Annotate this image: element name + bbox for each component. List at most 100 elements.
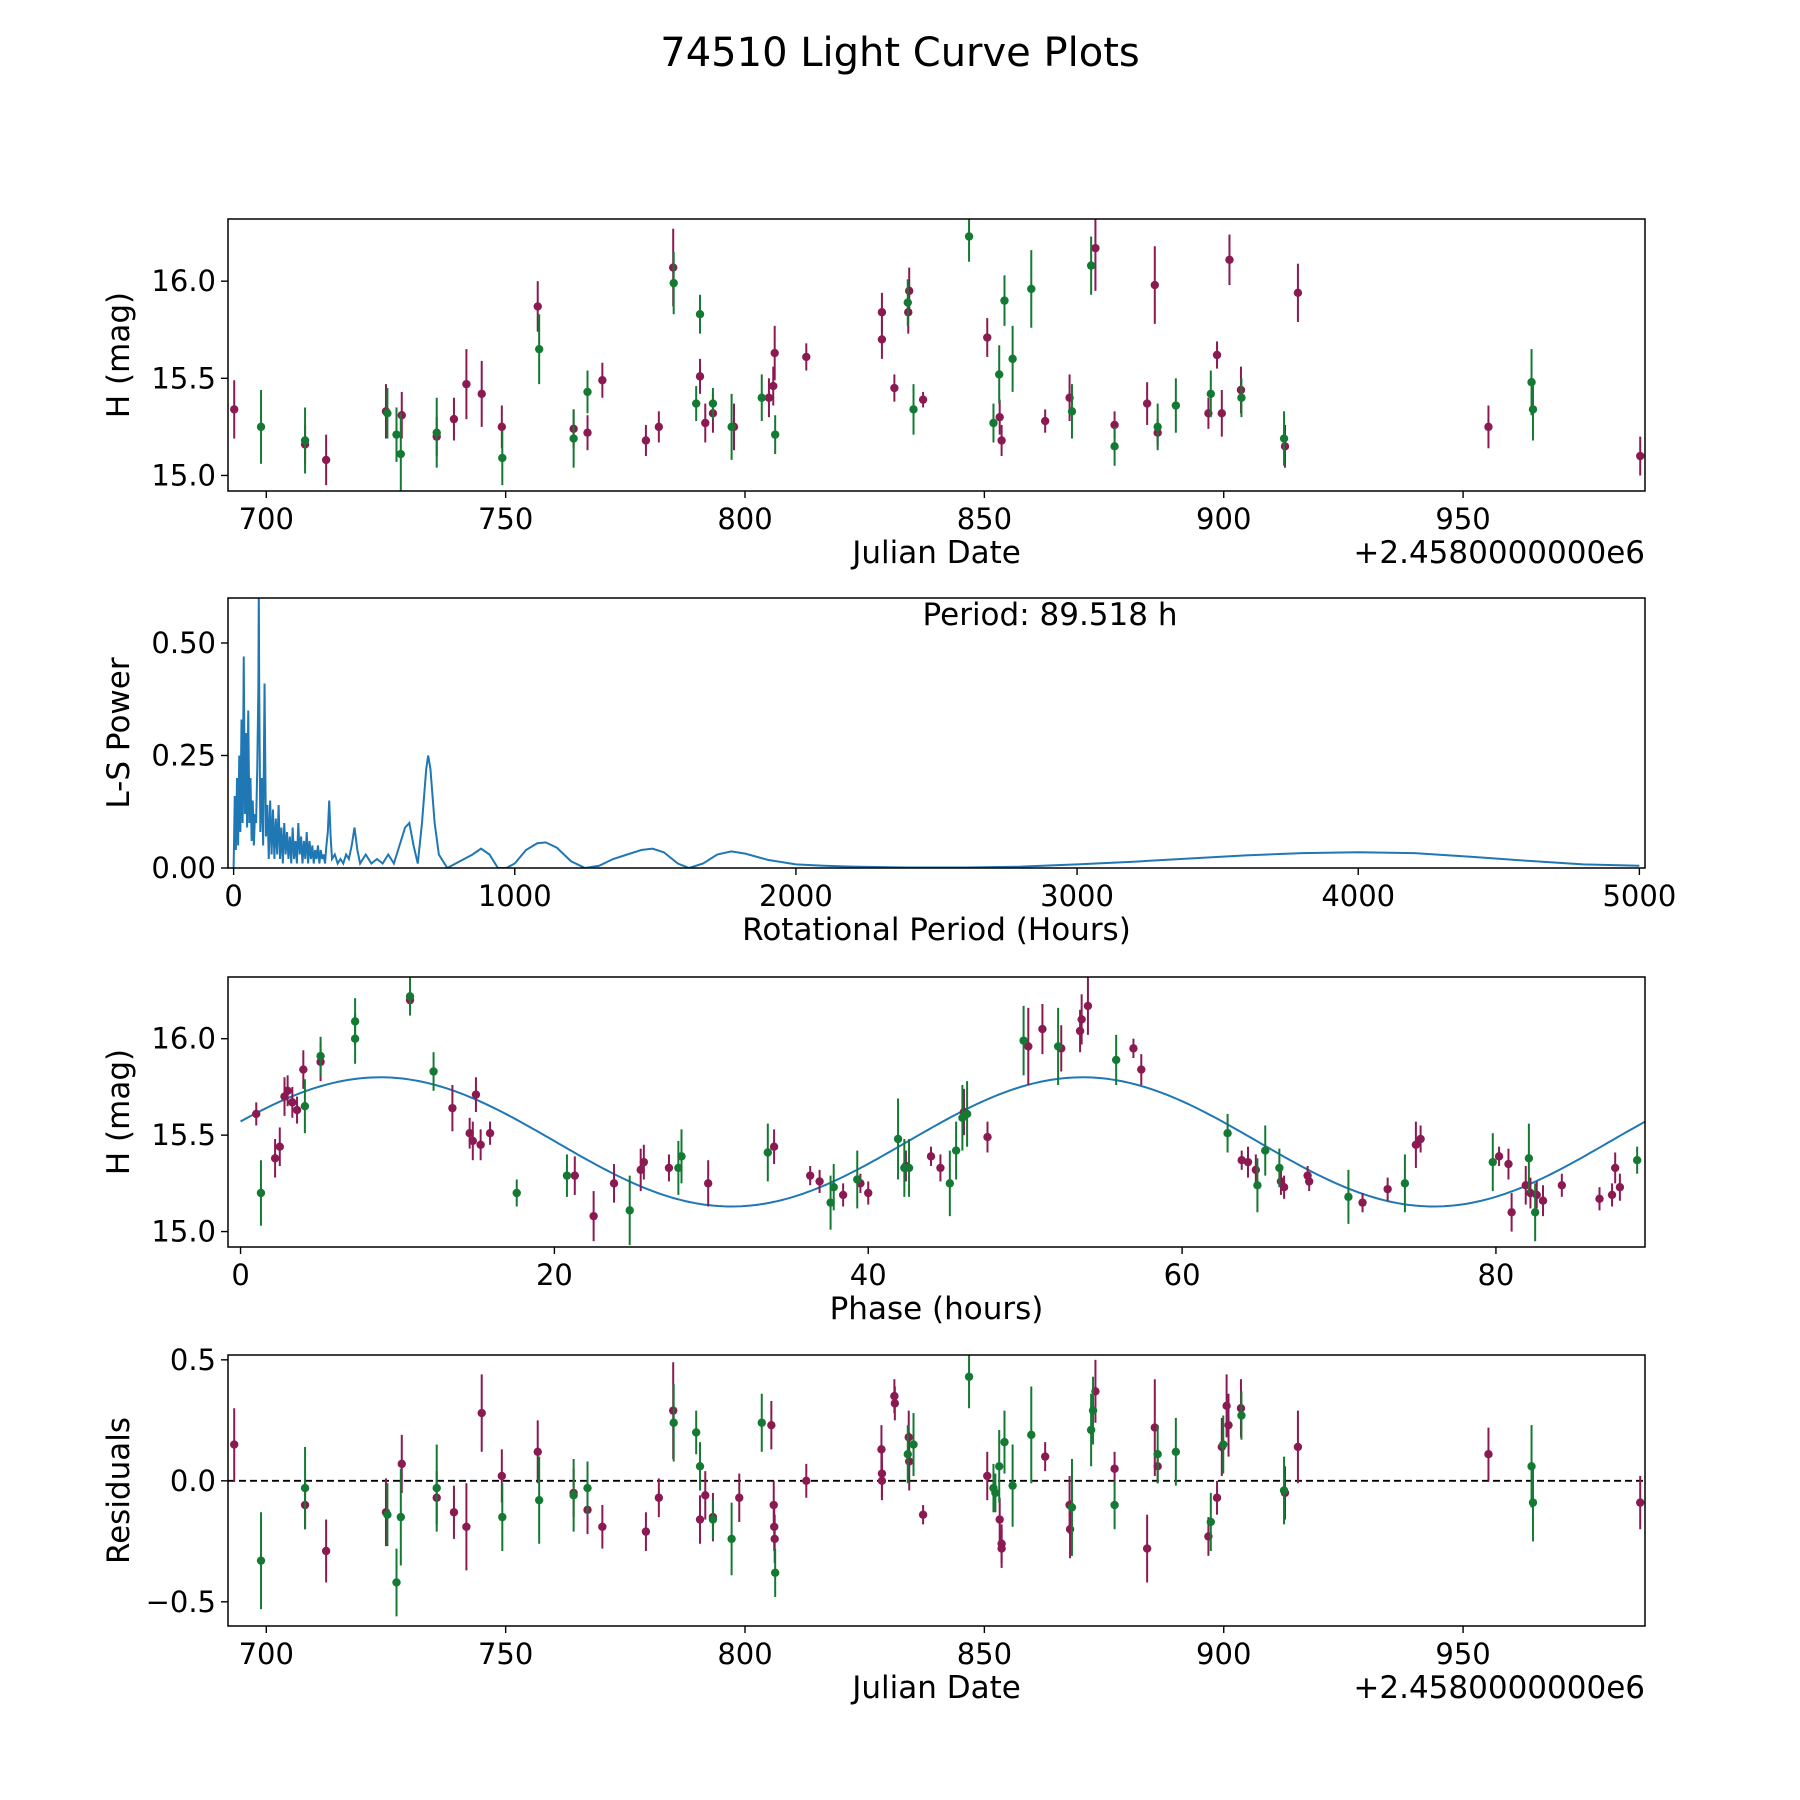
residuals-magenta-point (230, 1440, 239, 1449)
lightcurve-green-point (964, 232, 974, 241)
residuals-green-point (1088, 1406, 1098, 1415)
phased-axes-frame (227, 976, 1646, 1248)
periodogram-power-line (232, 598, 1640, 868)
residuals-green-point (909, 1440, 918, 1449)
residuals-green-point (1000, 1437, 1009, 1447)
lightcurve-green-point (534, 344, 544, 354)
phased-magenta-point (1303, 1171, 1312, 1180)
phased-magenta-point (448, 1103, 457, 1113)
residuals-magenta-point (321, 1546, 331, 1556)
phased-magenta-point (1038, 1024, 1047, 1034)
lightcurve-green-point (1067, 407, 1077, 416)
residuals-green-point (1153, 1450, 1162, 1459)
residuals-ytick-label: 0.0 (170, 1464, 216, 1498)
phased-green-point (763, 1148, 773, 1157)
lightcurve-magenta-point (877, 335, 887, 344)
residuals-green-point (1110, 1500, 1119, 1510)
phased-green-point (1524, 1154, 1534, 1163)
residuals-green-point (691, 1428, 701, 1437)
lightcurve-green-point (727, 422, 736, 432)
phased-xtick-label: 60 (1164, 1258, 1201, 1292)
residuals-green-point (695, 1462, 705, 1471)
phased-magenta-point (1595, 1194, 1604, 1203)
residuals-green-point (1086, 1425, 1096, 1435)
lightcurve-xtick-label: 950 (1435, 502, 1490, 536)
lightcurve-green-point (691, 399, 701, 408)
lightcurve-magenta-point (1225, 255, 1234, 264)
periodogram-xtick-label: 1000 (478, 879, 552, 913)
residuals-magenta-point (890, 1399, 900, 1408)
periodogram-xtick-label: 5000 (1602, 879, 1676, 913)
lightcurve-green-point (569, 434, 578, 443)
residuals-green-point (569, 1491, 578, 1500)
lightcurve-green-point (708, 399, 718, 408)
residuals-xtick-label: 900 (1196, 1637, 1251, 1671)
phased-xtick-label: 40 (850, 1258, 887, 1292)
lightcurve-green-point (1000, 296, 1009, 305)
lightcurve-magenta-point (1142, 399, 1152, 408)
residuals-magenta-point (997, 1544, 1006, 1553)
residuals-green-point (432, 1483, 441, 1493)
lightcurve-magenta-point (477, 389, 486, 399)
residuals-ytick-label: −0.5 (146, 1585, 216, 1619)
lightcurve-green-point (1528, 405, 1538, 414)
residuals-green-point (1027, 1430, 1036, 1440)
phased-magenta-point (639, 1157, 649, 1167)
lightcurve-green-point (1086, 261, 1096, 270)
periodogram-xtick-label: 4000 (1321, 879, 1395, 913)
phased-magenta-point (664, 1163, 674, 1173)
phased-magenta-point (1358, 1198, 1367, 1207)
lightcurve-green-point (396, 449, 406, 459)
residuals-green-point (669, 1418, 678, 1427)
periodogram-axes-frame (227, 597, 1646, 869)
phased-xtick-label: 0 (231, 1258, 249, 1292)
residuals-magenta-point (905, 1457, 914, 1466)
lightcurve-axes-frame (227, 218, 1646, 492)
residuals-magenta-point (1065, 1525, 1075, 1534)
phased-green-point (951, 1146, 961, 1155)
residuals-magenta-point (598, 1522, 607, 1531)
residuals-magenta-point (767, 1420, 776, 1430)
phased-magenta-point (838, 1190, 848, 1200)
periodogram-data (232, 598, 1640, 868)
residuals-magenta-point (533, 1447, 542, 1456)
phased-green-point (1111, 1055, 1121, 1065)
lightcurve-magenta-point (449, 414, 459, 424)
phased-magenta-point (570, 1171, 579, 1180)
lightcurve-data (230, 219, 1645, 491)
phased-green-point (904, 1163, 914, 1173)
phased-magenta-point (815, 1177, 824, 1186)
residuals-magenta-point (1222, 1401, 1231, 1411)
phased-magenta-point (1610, 1163, 1620, 1173)
residuals-data (228, 1355, 1645, 1617)
lightcurve-magenta-point (995, 412, 1004, 422)
lightcurve-green-point (583, 387, 592, 397)
lightcurve-magenta-point (1040, 416, 1050, 426)
phased-ylabel: H (mag) (101, 1049, 137, 1175)
lightcurve-offset-label: +2.4580000000e6 (1353, 535, 1645, 571)
residuals-green-point (995, 1462, 1004, 1471)
residuals-magenta-point (449, 1508, 459, 1517)
phased-xlabel: Phase (hours) (830, 1291, 1044, 1327)
residuals-magenta-point (1224, 1420, 1233, 1430)
lightcurve-magenta-point (997, 436, 1006, 445)
phased-green-point (853, 1175, 862, 1184)
residuals-green-point (1237, 1411, 1246, 1420)
phased-magenta-point (1615, 1183, 1625, 1192)
lightcurve-magenta-point (1636, 451, 1645, 461)
residuals-xtick-label: 750 (478, 1637, 533, 1671)
residuals-magenta-point (995, 1515, 1004, 1524)
residuals-green-point (396, 1512, 406, 1522)
residuals-green-point (383, 1510, 392, 1519)
phased-magenta-point (769, 1142, 779, 1151)
residuals-magenta-point (1636, 1498, 1645, 1507)
lightcurve-magenta-point (769, 381, 778, 391)
phased-green-point (829, 1183, 838, 1192)
periodogram-ylabel: L-S Power (101, 657, 137, 808)
phased-magenta-point (1251, 1165, 1261, 1175)
periodogram-annotation: Period: 89.518 h (923, 597, 1178, 633)
lightcurve-magenta-point (1484, 422, 1493, 432)
lightcurve-magenta-point (918, 395, 928, 404)
residuals-magenta-point (769, 1500, 778, 1510)
phased-green-point (316, 1051, 325, 1061)
